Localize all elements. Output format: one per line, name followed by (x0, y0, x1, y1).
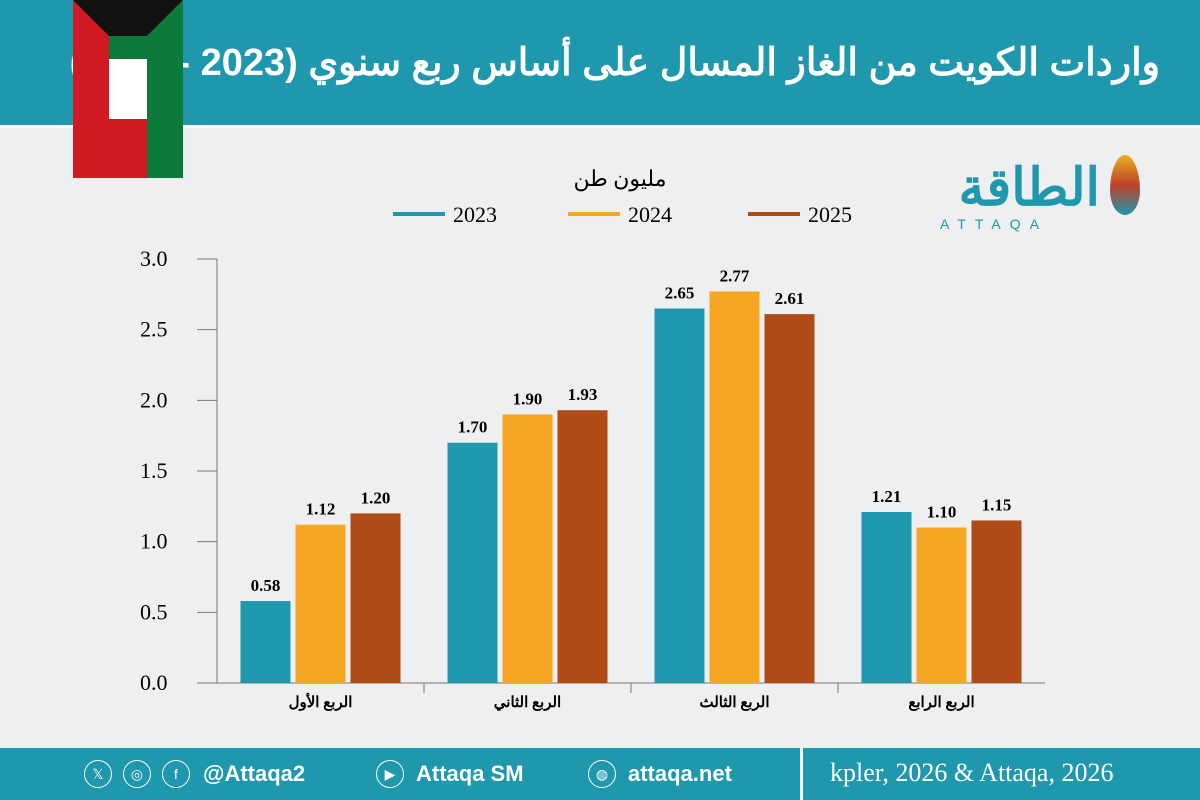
attaqa-logo: الطاقة ATTAQA (930, 150, 1150, 240)
footer: 𝕏 ◎ f @Attaqa2 ▶ Attaqa SM ◍ attaqa.net … (0, 748, 1200, 800)
youtube-icon[interactable]: ▶ (376, 760, 404, 788)
facebook-icon[interactable]: f (162, 760, 190, 788)
legend-label: 2023 (453, 202, 497, 227)
bar-2023 (240, 601, 291, 683)
bar-2023 (654, 308, 705, 683)
logo-english: ATTAQA (940, 216, 1048, 232)
bar-2024 (709, 291, 760, 683)
x-tick-label: الربع الثاني (494, 695, 561, 712)
x-tick-label: الربع الرابع (908, 695, 974, 711)
instagram-icon[interactable]: ◎ (123, 760, 151, 788)
data-label: 2.65 (665, 283, 695, 302)
footer-divider (800, 748, 803, 800)
y-tick-label: 1.0 (140, 529, 168, 554)
y-tick-label: 1.5 (140, 458, 168, 483)
data-label: 2.61 (775, 289, 805, 308)
data-label: 1.20 (361, 488, 391, 507)
data-label: 1.70 (458, 418, 488, 437)
y-tick-label: 3.0 (140, 246, 168, 271)
data-label: 2.77 (720, 267, 750, 286)
y-tick-label: 2.0 (140, 387, 168, 412)
data-label: 1.10 (927, 503, 957, 522)
social-handle[interactable]: @Attaqa2 (203, 761, 306, 786)
bar-2025 (557, 410, 608, 683)
website-link[interactable]: attaqa.net (628, 761, 732, 786)
globe-icon[interactable]: ◍ (588, 760, 616, 788)
data-label: 1.90 (513, 389, 543, 408)
legend-swatch-2023 (393, 212, 445, 216)
logo-arabic: الطاقة (958, 159, 1100, 217)
bar-chart: مليون طن 2023 2024 2025 0.0 0.5 1.0 1.5 2.0 2.5 3… (140, 166, 1045, 712)
kuwait-flag (73, 0, 183, 178)
x-tick-label: الربع الأول (289, 692, 353, 711)
y-tick-label: 2.5 (140, 317, 168, 342)
unit-label: مليون طن (574, 166, 667, 192)
legend-label: 2025 (808, 202, 852, 227)
bar-2023 (861, 511, 912, 683)
source-text: kpler, 2026 & Attaqa, 2026 (830, 758, 1114, 787)
bar-2023 (447, 442, 498, 683)
bar-2025 (350, 513, 401, 683)
bar-2025 (764, 314, 815, 683)
legend-swatch-2024 (568, 212, 620, 216)
x-tick-label: الربع الثالث (699, 695, 769, 711)
y-tick-label: 0.0 (140, 670, 168, 695)
x-icon[interactable]: 𝕏 (84, 760, 112, 788)
drop-icon (1110, 155, 1140, 215)
bar-2024 (916, 527, 967, 683)
data-label: 1.21 (872, 487, 902, 506)
bar-2025 (971, 520, 1022, 683)
y-tick-label: 0.5 (140, 599, 168, 624)
data-label: 1.12 (306, 500, 336, 519)
youtube-channel[interactable]: Attaqa SM (416, 761, 524, 786)
data-label: 1.93 (568, 385, 598, 404)
bar-2024 (502, 414, 553, 683)
data-label: 1.15 (982, 495, 1012, 514)
legend-swatch-2025 (748, 212, 800, 216)
legend-label: 2024 (628, 202, 672, 227)
data-label: 0.58 (251, 576, 281, 595)
bar-2024 (295, 524, 346, 683)
